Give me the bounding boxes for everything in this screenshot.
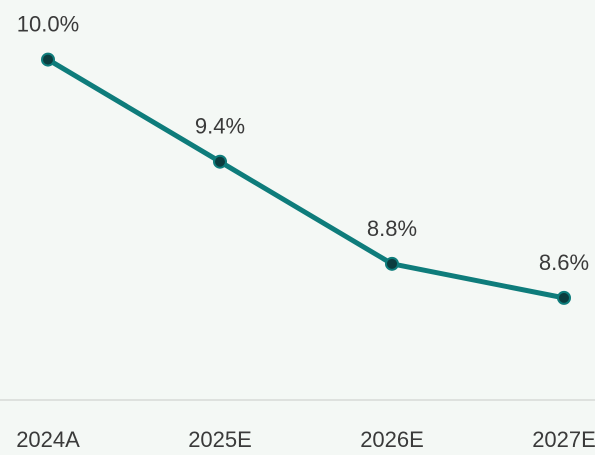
point <box>41 52 55 67</box>
point <box>385 256 399 271</box>
value-label: 10.0% <box>17 12 79 37</box>
x-tick-label: 2026E <box>360 427 424 452</box>
point <box>213 154 227 169</box>
value-label: 8.6% <box>539 250 589 275</box>
point <box>557 290 571 305</box>
line <box>46 57 565 301</box>
x-tick-label: 2027E <box>532 427 595 452</box>
value-label: 8.8% <box>367 216 417 241</box>
value-label: 9.4% <box>195 114 245 139</box>
x-tick-label: 2025E <box>188 427 252 452</box>
x-tick-label: 2024A <box>16 427 80 452</box>
